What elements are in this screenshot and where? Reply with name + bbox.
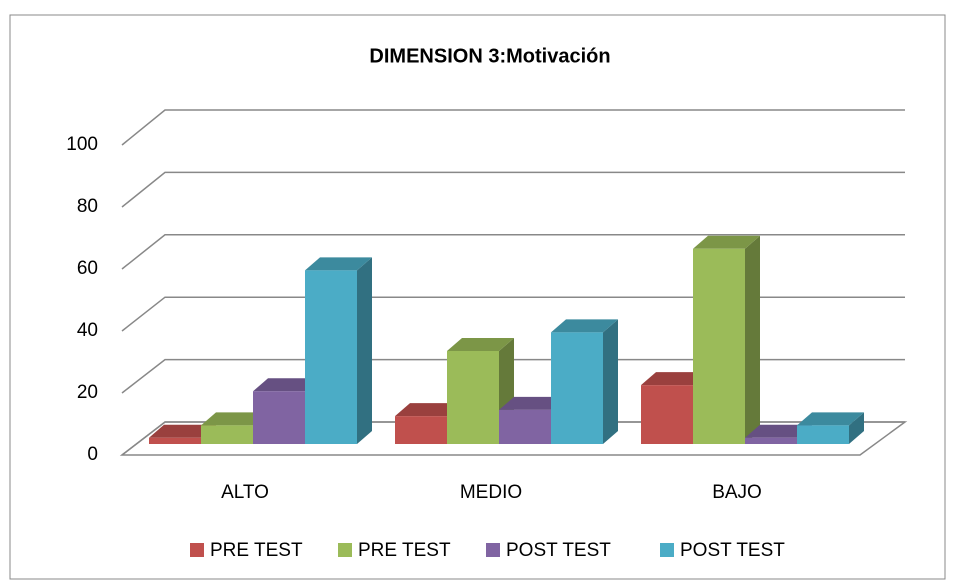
grid-line <box>121 296 905 332</box>
legend-swatch <box>338 543 352 557</box>
bar-front <box>201 425 253 444</box>
y-tick-label: 80 <box>77 196 98 217</box>
y-tick-label: 0 <box>87 444 98 465</box>
bar-top <box>797 412 864 426</box>
bar <box>551 319 618 444</box>
bar-top <box>305 257 372 271</box>
legend-label: POST TEST <box>506 540 611 561</box>
x-tick-label: ALTO <box>221 482 269 503</box>
y-tick-label: 20 <box>77 382 98 403</box>
bar-top <box>149 424 216 438</box>
bar <box>305 257 372 444</box>
legend-swatch <box>486 543 500 557</box>
bar-side <box>357 257 372 444</box>
floor <box>119 421 908 456</box>
bar-front <box>693 248 745 444</box>
legend-label: PRE TEST <box>358 540 451 561</box>
bar-top <box>395 403 462 417</box>
bar <box>797 412 864 444</box>
bar-front <box>641 385 693 444</box>
legend-swatch <box>660 543 674 557</box>
bar-top <box>551 319 618 333</box>
x-tick-label: BAJO <box>712 482 762 503</box>
y-tick-label: 40 <box>77 320 98 341</box>
bar-top <box>641 372 708 386</box>
bar-front <box>149 437 201 444</box>
bar-front <box>253 391 305 444</box>
grid-line <box>121 109 905 146</box>
bar-top <box>201 412 268 426</box>
bar-side <box>849 412 864 444</box>
bar-front <box>551 332 603 444</box>
y-tick-label: 60 <box>77 258 98 279</box>
bar-top <box>745 424 812 438</box>
bar-top <box>693 235 760 249</box>
bar-top <box>253 378 320 392</box>
grid-line <box>121 358 905 394</box>
grid-line <box>121 171 905 208</box>
bar-front <box>305 270 357 444</box>
x-tick-label: MEDIO <box>460 482 522 503</box>
bar-front <box>447 351 499 444</box>
legend-label: PRE TEST <box>210 540 303 561</box>
bar-side <box>603 319 618 444</box>
bar-front <box>395 416 447 444</box>
bar-front <box>745 437 797 444</box>
grid-line <box>121 234 905 270</box>
bar <box>693 235 760 444</box>
bar-top <box>447 338 514 351</box>
legend-swatch <box>190 543 204 557</box>
chart-title: DIMENSION 3:Motivación <box>369 45 610 67</box>
bar-front <box>797 425 849 444</box>
y-tick-label: 100 <box>66 134 98 155</box>
bar-side <box>745 235 760 444</box>
legend-label: POST TEST <box>680 540 785 561</box>
bar-front <box>499 409 551 444</box>
bar-top <box>499 396 566 410</box>
